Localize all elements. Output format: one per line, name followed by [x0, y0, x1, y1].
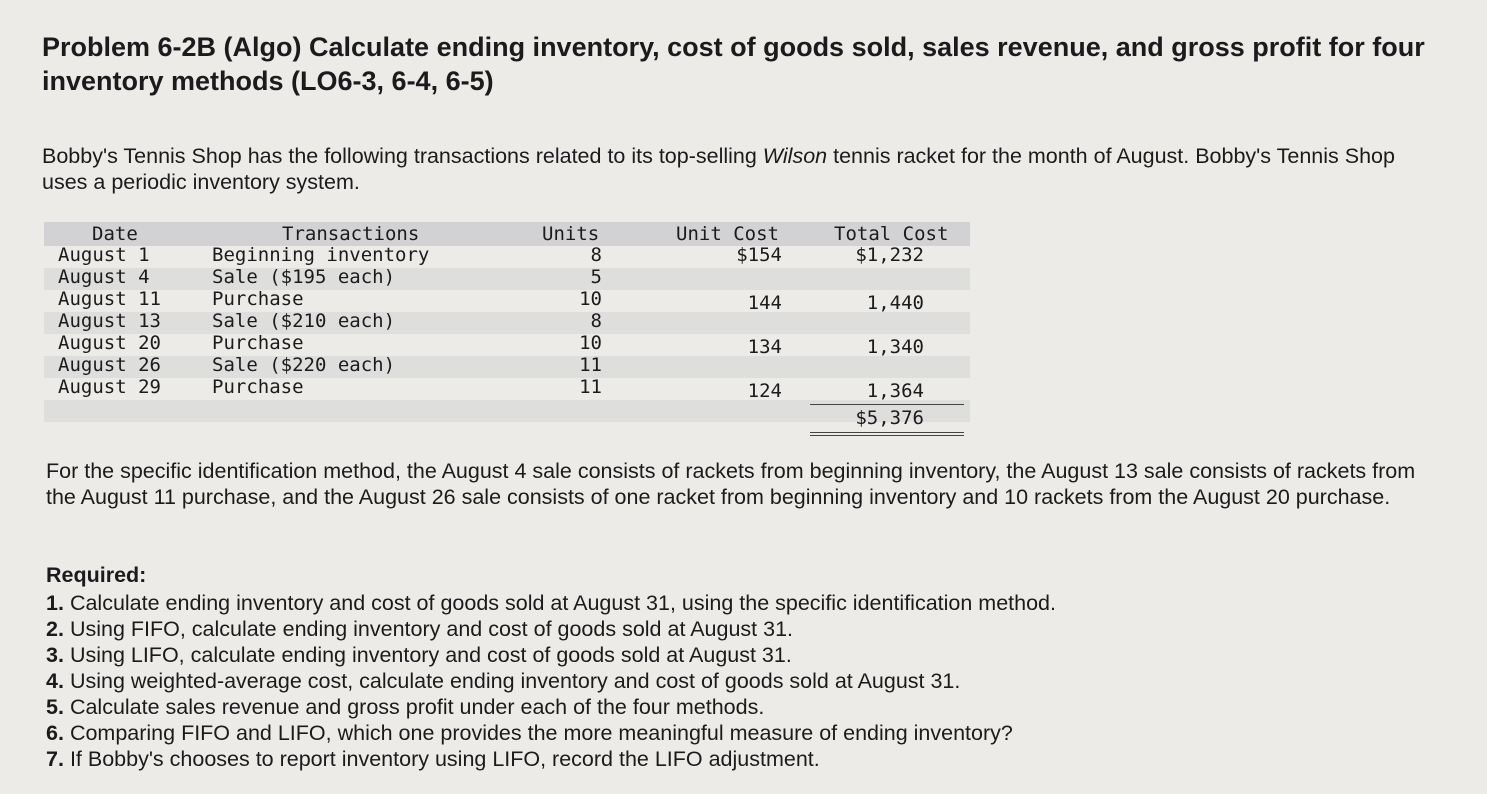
- required-list: 1. Calculate ending inventory and cost of…: [46, 590, 1246, 772]
- required-item-number: 6.: [46, 721, 64, 745]
- cell-transaction: Purchase: [212, 376, 304, 398]
- cell-units: 5: [590, 266, 602, 288]
- required-item: 1. Calculate ending inventory and cost of…: [46, 590, 1246, 616]
- header-transactions: Transactions: [282, 223, 420, 245]
- grand-total: $5,376: [855, 407, 924, 429]
- double-rule-top: [810, 432, 964, 433]
- intro-text-before: Bobby's Tennis Shop has the following tr…: [42, 144, 763, 168]
- cell-unit-cost: 134: [747, 336, 782, 358]
- required-heading: Required:: [46, 563, 147, 587]
- cell-units: 10: [579, 332, 602, 354]
- cell-date: August 4: [58, 266, 150, 288]
- table-stripe: [44, 268, 970, 290]
- required-item-number: 4.: [46, 669, 64, 693]
- cell-date: August 1: [58, 244, 150, 266]
- required-item-number: 1.: [46, 591, 64, 615]
- cell-date: August 11: [58, 288, 161, 310]
- cell-transaction: Purchase: [212, 332, 304, 354]
- required-item: 7. If Bobby's chooses to report inventory…: [46, 746, 1246, 772]
- cell-date: August 29: [58, 376, 161, 398]
- header-total-cost: Total Cost: [834, 223, 949, 245]
- intro-text-after: tennis racket for the month of August. B…: [42, 144, 1395, 194]
- required-item-number: 7.: [46, 747, 64, 771]
- cell-units: 8: [590, 244, 602, 266]
- cell-date: August 13: [58, 310, 161, 332]
- required-item: 2. Using FIFO, calculate ending inventory…: [46, 616, 1246, 642]
- table-stripe: [44, 356, 970, 378]
- cell-transaction: Beginning inventory: [212, 244, 430, 266]
- header-unit-cost: Unit Cost: [676, 223, 779, 245]
- problem-title: Problem 6-2B (Algo) Calculate ending inv…: [42, 32, 1425, 96]
- cell-unit-cost: 124: [747, 380, 782, 402]
- header-date: Date: [92, 223, 138, 245]
- required-item-text: Using weighted-average cost, calculate e…: [69, 669, 961, 693]
- cell-date: August 20: [58, 332, 161, 354]
- required-item: 3. Using LIFO, calculate ending inventory…: [46, 642, 1246, 668]
- cell-units: 8: [590, 310, 602, 332]
- required-item-text: Calculate sales revenue and gross profit…: [69, 695, 765, 719]
- cell-date: August 26: [58, 354, 161, 376]
- cell-transaction: Purchase: [212, 288, 304, 310]
- cell-units: 11: [579, 354, 602, 376]
- required-item-text: Using FIFO, calculate ending inventory a…: [69, 617, 794, 641]
- cell-transaction: Sale ($210 each): [212, 310, 396, 332]
- cell-total-cost: $1,232: [855, 244, 924, 266]
- cell-total-cost: 1,440: [866, 292, 924, 314]
- required-item-number: 3.: [46, 643, 64, 667]
- cell-total-cost: 1,340: [866, 336, 924, 358]
- cell-transaction: Sale ($195 each): [212, 266, 396, 288]
- required-item-number: 5.: [46, 695, 64, 719]
- header-units: Units: [542, 223, 600, 245]
- required-item-text: Using LIFO, calculate ending inventory a…: [69, 643, 792, 667]
- cell-units: 10: [579, 288, 602, 310]
- transactions-table: Date Transactions Units Unit Cost Total …: [44, 222, 970, 438]
- double-rule-bottom: [810, 435, 964, 436]
- cell-total-cost: 1,364: [866, 380, 924, 402]
- table-header-background: [44, 222, 970, 246]
- intro-brand: Wilson: [762, 144, 828, 168]
- cell-transaction: Sale ($220 each): [212, 354, 396, 376]
- required-item: 5. Calculate sales revenue and gross prof…: [46, 694, 1246, 720]
- table-stripe: [44, 312, 970, 334]
- cell-unit-cost: $154: [736, 244, 782, 266]
- required-item-text: Comparing FIFO and LIFO, which one provi…: [69, 721, 1013, 745]
- required-item-text: If Bobby's chooses to report inventory u…: [69, 747, 820, 771]
- subtotal-rule: [810, 404, 964, 405]
- table-stripe: [44, 400, 970, 422]
- cell-unit-cost: 144: [747, 292, 782, 314]
- required-item-number: 2.: [46, 617, 64, 641]
- intro-paragraph: Bobby's Tennis Shop has the following tr…: [42, 143, 1432, 195]
- required-item-text: Calculate ending inventory and cost of g…: [69, 591, 1056, 615]
- cell-units: 11: [579, 376, 602, 398]
- required-item: 6. Comparing FIFO and LIFO, which one pro…: [46, 720, 1246, 746]
- required-item: 4. Using weighted-average cost, calculate…: [46, 668, 1246, 694]
- specific-identification-note: For the specific identification method, …: [46, 459, 1416, 509]
